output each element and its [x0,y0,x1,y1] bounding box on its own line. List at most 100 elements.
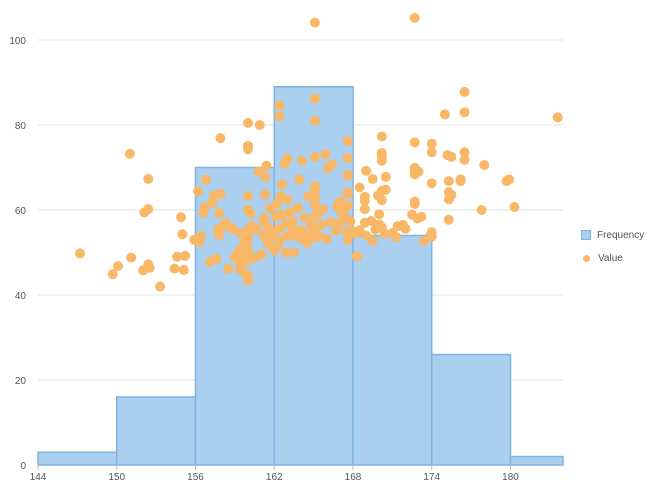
scatter-point [285,207,295,218]
scatter-point [504,174,515,185]
scatter-point [169,263,180,274]
x-tick-label: 150 [108,472,125,483]
scatter-point [292,202,303,213]
scatter-point [243,190,253,201]
scatter-point [282,153,293,164]
scatter-point [509,202,520,213]
scatter-point [107,269,118,280]
scatter-point [359,204,370,215]
scatter-point [258,230,269,241]
scatter-point [277,210,288,221]
scatter-point [176,212,187,223]
scatter-point [459,86,470,97]
scatter-point [376,195,387,206]
scatter-point [201,174,211,185]
scatter-point [243,270,253,281]
scatter-point [223,263,234,274]
x-tick-label: 162 [266,472,283,483]
scatter-point [342,136,353,147]
scatter-point [177,229,188,240]
scatter-point [274,235,285,246]
scatter-point [443,176,454,187]
scatter-point [317,204,328,215]
scatter-point [309,192,320,203]
scatter-point [302,237,313,248]
y-tick-label: 80 [15,121,27,132]
scatter-point [277,179,288,190]
scatter-point [282,194,293,205]
scatter-point [172,251,183,262]
scatter-point [479,159,490,170]
scatter-point [409,137,420,148]
histogram-bar [352,234,433,466]
scatter-point [220,217,231,228]
scatter-point [214,230,225,241]
scatter-point [199,202,210,213]
scatter-point [195,230,206,241]
scatter-point [342,234,353,245]
x-tick-label: 180 [502,472,519,483]
scatter-point [227,223,238,234]
scatter-point [327,159,337,170]
histogram-bar [431,353,512,466]
scatter-point [345,216,356,227]
scatter-point [143,259,154,270]
scatter-point [243,247,253,258]
scatter-point [342,170,353,181]
legend-label-value: Value [598,252,623,264]
scatter-point [409,196,420,207]
scatter-point [426,138,437,149]
scatter-point [426,147,437,158]
scatter-point [367,235,378,246]
scatter-point [351,251,362,262]
legend-item-frequency[interactable]: Frequency [581,229,644,241]
scatter-point [250,224,261,235]
scatter-point [155,281,166,292]
scatter-point [299,212,310,223]
scatter-point [214,207,225,218]
scatter-point [446,151,457,162]
x-tick-label: 168 [345,472,362,483]
y-tick-label: 60 [15,206,27,217]
scatter-point [342,153,353,164]
scatter-point [309,115,320,126]
scatter-point [254,120,265,130]
scatter-point [215,188,226,199]
scatter-point [443,214,454,225]
scatter-point [124,148,135,159]
scatter-point [262,238,273,249]
scatter-point [243,232,253,243]
scatter-point [245,208,256,219]
scatter-point [274,100,285,111]
scatter-point [455,174,466,185]
scatter-point [274,223,285,234]
scatter-point [426,178,437,189]
scatter-point [211,253,222,264]
scatter-point [256,249,267,260]
scatter-point [260,189,271,200]
scatter-point [330,225,341,236]
scatter-point [243,117,253,128]
scatter-point [334,196,345,207]
scatter-point [354,182,365,193]
scatter-point [426,231,437,242]
scatter-point [253,166,264,177]
scatter-point [309,17,320,28]
scatter-point [113,261,124,272]
scatter-point [409,12,420,23]
scatter-point [126,252,137,263]
x-tick-label: 156 [187,472,204,483]
scatter-point [366,216,377,227]
legend-item-value[interactable]: Value [581,252,644,264]
scatter-point [446,189,457,200]
scatter-point [274,111,285,122]
legend-dot-swatch [583,254,590,262]
x-tick-label: 144 [30,472,47,483]
histogram-bar [116,396,197,466]
scatter-point [296,155,307,166]
scatter-point [281,247,292,258]
scatter-point [367,173,378,184]
scatter-point [359,191,370,202]
scatter-point [552,112,563,123]
